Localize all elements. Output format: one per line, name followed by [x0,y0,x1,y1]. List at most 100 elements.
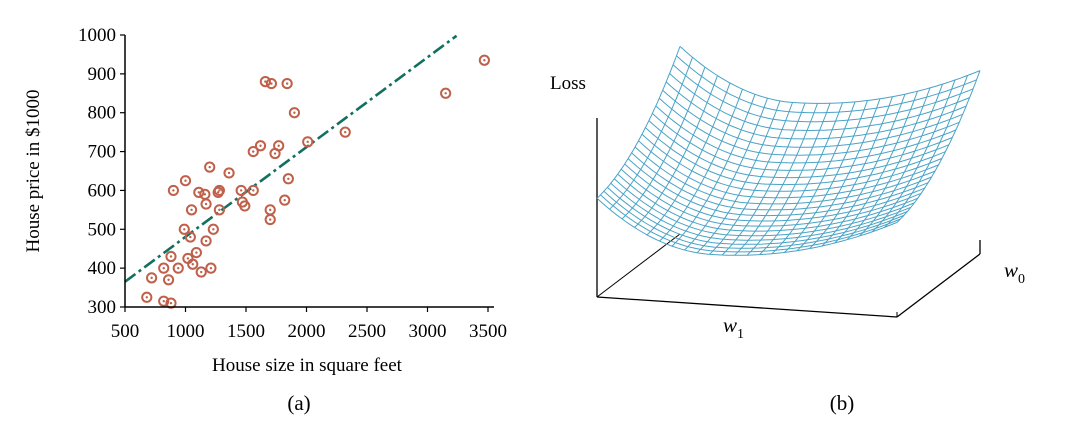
data-point-dot [204,239,208,243]
mesh-line-w0 [846,87,931,241]
mesh-line-w0 [671,94,756,247]
data-point [264,213,276,226]
x-axis-label: House size in square feet [212,355,403,376]
data-point [265,77,278,90]
data-point-dot [218,208,221,212]
mesh-line-w0 [859,84,943,237]
data-point-dot [169,301,173,305]
data-point-ring [254,140,267,152]
x-axis-ticks: 500 1000 1500 2000 2500 3000 3500 [111,307,507,342]
data-point-dot [444,92,447,95]
mesh-line-w0 [621,66,706,220]
data-point-dot [239,189,243,192]
data-point-ring [223,167,235,179]
mesh-line-w0 [659,89,743,242]
mesh-line-w0 [821,94,906,247]
mesh-line-w0 [696,100,781,254]
data-point-dot [177,266,180,270]
y-tick-label: 600 [88,180,117,201]
data-point [281,77,293,90]
data-point-dot [212,228,215,231]
data-point-dot [270,82,273,85]
data-point [273,140,285,152]
w1-axis-label: w1 [723,313,744,342]
data-point-dot [277,144,280,147]
data-point [205,262,217,274]
data-point [478,54,490,66]
data-point-ring [239,200,251,212]
data-point-dot [227,171,231,175]
data-point [264,204,276,216]
data-point-dot [167,278,170,281]
data-point [200,198,212,210]
surface-chart: Loss w1 w0 (b) [550,46,1025,415]
data-point-dot [197,191,201,194]
mesh-line-w0 [896,70,981,223]
x-tick-label: 2500 [348,321,386,342]
mesh-line-w1 [617,173,918,232]
data-point [158,262,170,274]
data-point-ring [235,184,247,197]
data-point-dot [483,59,486,62]
data-point-ring [273,140,285,152]
x-tick-label: 1000 [167,321,205,342]
data-point-dot [204,202,208,206]
data-point-dot [172,189,175,192]
data-point [167,184,179,197]
y-axis-ticks: 300 400 500 600 700 800 900 1000 [78,25,125,318]
data-point-ring [184,231,196,243]
mesh-line-w0 [634,75,718,228]
x-tick-label: 1500 [227,321,265,342]
data-point-ring [213,204,225,216]
data-point [190,247,202,259]
data-point-dot [252,189,255,192]
data-point-ring [265,77,278,90]
mesh-line-w0 [721,102,806,256]
data-point-dot [344,130,347,134]
data-point-ring [200,198,212,210]
data-point-ring [264,213,276,226]
data-point-dot [162,299,165,303]
data-point-dot [200,270,203,274]
y-tick-label: 900 [88,64,117,85]
data-point [254,140,267,152]
data-point [302,136,314,148]
data-point-dot [243,204,246,208]
x-tick-label: 3500 [469,321,507,342]
mesh-line-w0 [834,91,918,244]
y-tick-label: 1000 [78,25,116,46]
data-point-ring [193,186,205,198]
data-point-dot [269,218,272,221]
data-point-dot [183,228,186,231]
data-point-ring [195,266,207,278]
x-tick-label: 2000 [288,321,326,342]
data-point-ring [187,258,199,270]
data-point-dot [195,251,198,254]
data-point [440,87,452,99]
data-point-ring [279,194,291,206]
w0-axis-line [896,253,981,318]
mesh-line-w0 [796,98,881,252]
mesh-line-w0 [771,101,856,255]
data-point-dot [287,177,290,180]
data-point-dot [306,140,309,144]
data-point [259,76,271,88]
mesh-line-w0 [709,102,793,255]
data-point-dot [218,189,221,192]
scatter-plot-area [124,34,490,309]
mesh-line-w0 [609,57,693,210]
data-point-dot [208,165,211,169]
data-point [172,262,184,274]
data-point [282,173,294,185]
data-point-dot [184,179,187,182]
data-point-ring [204,161,216,173]
mesh-line-w0 [809,96,893,249]
data-point-ring [141,291,153,303]
data-point-ring [339,126,351,138]
data-point-dot [191,263,194,266]
mesh-line-w0 [884,75,968,228]
data-point-ring [302,136,314,148]
data-point-dot [203,193,207,196]
y-tick-label: 300 [88,297,117,318]
data-point [213,204,225,216]
